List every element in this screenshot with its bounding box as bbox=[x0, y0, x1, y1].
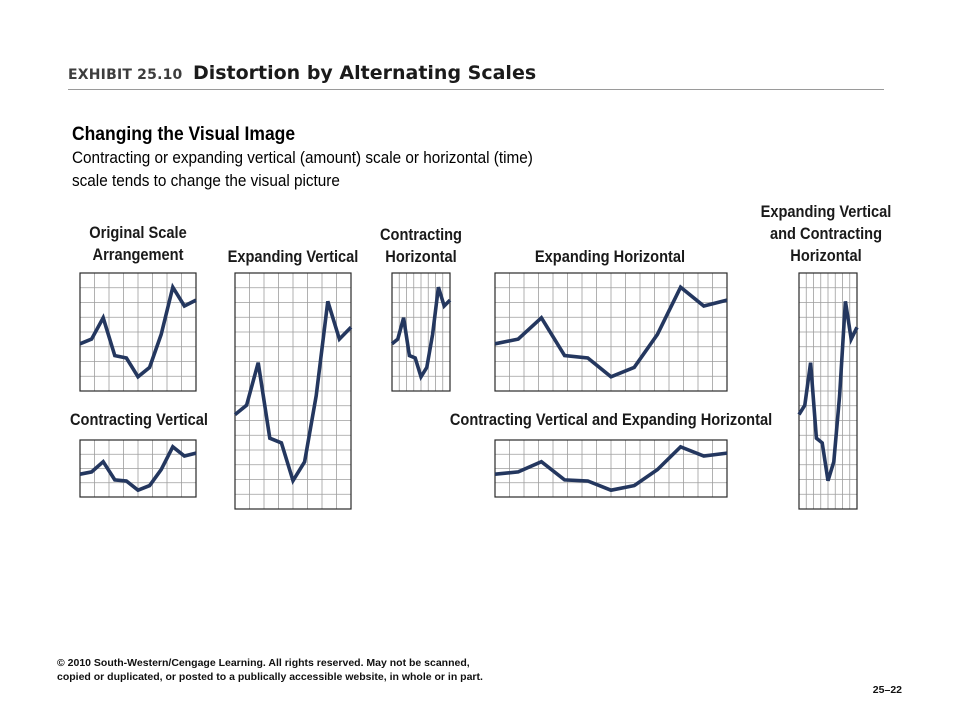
plot-frame bbox=[79, 439, 197, 498]
series-line bbox=[79, 444, 197, 493]
intro-block: Changing the Visual Image Contracting or… bbox=[72, 123, 542, 192]
panel-contracting-vertical: Contracting Vertical bbox=[70, 411, 208, 498]
chart-title: Expanding Vertical bbox=[228, 248, 359, 266]
series-line bbox=[494, 284, 728, 379]
chart-title: Contracting Vertical bbox=[70, 411, 208, 429]
plot-frame bbox=[798, 272, 858, 510]
panel-contracting-vertical-expanding-horizontal: Contracting Vertical and Expanding Horiz… bbox=[450, 411, 772, 498]
chart-title: Contracting Horizontal bbox=[380, 226, 462, 266]
chart-title: Contracting Vertical and Expanding Horiz… bbox=[450, 411, 772, 429]
exhibit-header: EXHIBIT 25.10 Distortion by Alternating … bbox=[68, 62, 536, 84]
series-line bbox=[390, 286, 452, 382]
panel-expanding-vertical-contracting-horizontal: Expanding Vertical and Contracting Horizon… bbox=[761, 203, 892, 510]
intro-body: Contracting or expanding vertical (amoun… bbox=[72, 148, 533, 190]
plot-frame bbox=[494, 272, 728, 392]
chart-title: Expanding Horizontal bbox=[535, 248, 685, 266]
intro-title: Changing the Visual Image bbox=[72, 124, 296, 145]
copyright-notice: © 2010 South-Western/Cengage Learning. A… bbox=[57, 657, 483, 683]
plot-frame bbox=[494, 439, 728, 498]
header-divider bbox=[68, 89, 884, 90]
series-line bbox=[494, 444, 728, 493]
exhibit-title: Distortion by Alternating Scales bbox=[192, 62, 537, 84]
panel-expanding-horizontal: Expanding Horizontal bbox=[494, 248, 728, 392]
series-line bbox=[797, 301, 859, 482]
chart-title: Original Scale Arrangement bbox=[89, 224, 187, 264]
series-line bbox=[79, 282, 197, 380]
plot-frame bbox=[234, 272, 352, 510]
plot-frame bbox=[79, 272, 197, 392]
exhibit-label: EXHIBIT 25.10 bbox=[68, 67, 183, 83]
panel-original: Original Scale Arrangement bbox=[79, 224, 197, 392]
panel-contracting-horizontal: Contracting Horizontal bbox=[380, 226, 462, 392]
series-line bbox=[233, 300, 353, 486]
page-number: 25–22 bbox=[872, 684, 902, 696]
panel-expanding-vertical: Expanding Vertical bbox=[228, 248, 359, 510]
chart-title: Expanding Vertical and Contracting Horizon… bbox=[761, 203, 892, 265]
plot-frame bbox=[391, 272, 451, 392]
